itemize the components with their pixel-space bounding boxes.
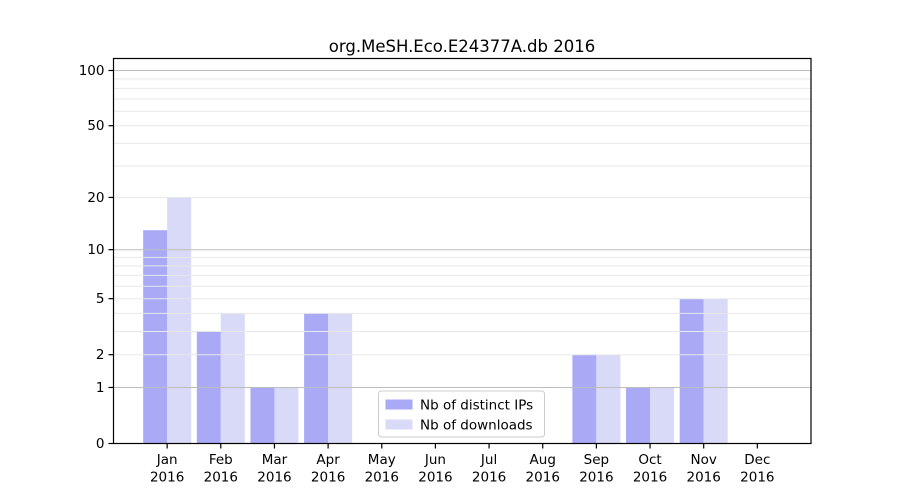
bar-downloads-apr bbox=[328, 313, 353, 444]
x-tick-label: Oct 2016 bbox=[633, 452, 667, 486]
y-tick-label: 10 bbox=[87, 242, 104, 258]
legend: Nb of distinct IPs Nb of downloads bbox=[378, 390, 545, 438]
x-tick-label: Mar 2016 bbox=[257, 452, 291, 486]
bar-downloads-oct bbox=[650, 387, 675, 444]
x-tick-label: May 2016 bbox=[365, 452, 399, 486]
legend-swatch-distinct-ips-icon bbox=[385, 399, 413, 410]
bar-distinct-ips-mar bbox=[250, 387, 275, 444]
bar-downloads-mar bbox=[274, 387, 299, 444]
x-tick-label: Sep 2016 bbox=[579, 452, 613, 486]
x-tick-label: Feb 2016 bbox=[204, 452, 238, 486]
plot-frame bbox=[112, 57, 812, 445]
bar-distinct-ips-apr bbox=[304, 313, 329, 444]
x-tick-label: Jul 2016 bbox=[472, 452, 506, 486]
legend-label-downloads: Nb of downloads bbox=[420, 418, 533, 434]
x-tick-label: Jan 2016 bbox=[150, 452, 184, 486]
bar-distinct-ips-nov bbox=[679, 298, 704, 444]
bar-downloads-jan bbox=[167, 197, 192, 444]
plot-area: 0 1 2 5 10 20 50 100 Jan 2016 Feb 2016 Mar 2016 Apr 201… bbox=[79, 57, 812, 486]
y-tick-label: 50 bbox=[87, 118, 104, 134]
bar-distinct-ips-jan bbox=[143, 230, 168, 444]
legend-box bbox=[378, 390, 545, 438]
x-tick-label: Jun 2016 bbox=[418, 452, 452, 486]
chart-title: org.MeSH.Eco.E24377A.db 2016 bbox=[329, 37, 595, 56]
bar-distinct-ips-oct bbox=[626, 387, 651, 444]
x-tick-label: Nov 2016 bbox=[687, 452, 721, 486]
bar-downloads-sep bbox=[596, 354, 621, 444]
bar-downloads-nov bbox=[703, 298, 728, 444]
legend-label-distinct-ips: Nb of distinct IPs bbox=[420, 398, 533, 414]
x-tick-label: Apr 2016 bbox=[311, 452, 345, 486]
y-tick-label: 5 bbox=[96, 291, 105, 307]
y-tick-label: 100 bbox=[79, 63, 105, 79]
y-tick-label: 20 bbox=[87, 190, 104, 206]
bar-downloads-feb bbox=[220, 313, 245, 444]
x-tick-label: Aug 2016 bbox=[526, 452, 560, 486]
bar-distinct-ips-sep bbox=[572, 354, 597, 444]
y-tick-label: 0 bbox=[96, 436, 105, 452]
y-tick-label: 2 bbox=[96, 347, 105, 363]
legend-swatch-downloads-icon bbox=[385, 419, 413, 430]
y-tick-label: 1 bbox=[96, 380, 105, 396]
x-tick-label: Dec 2016 bbox=[740, 452, 774, 486]
